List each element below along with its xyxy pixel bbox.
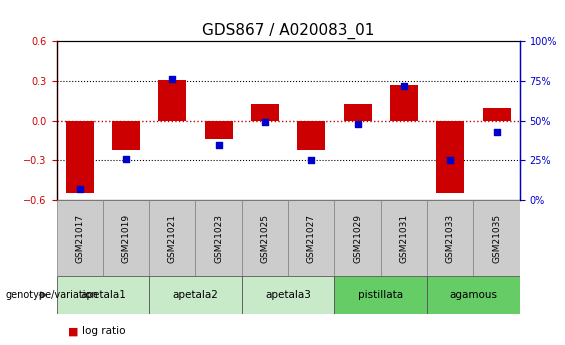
Bar [427, 200, 473, 276]
Text: log ratio: log ratio [82, 326, 125, 336]
Title: GDS867 / A020083_01: GDS867 / A020083_01 [202, 22, 375, 39]
Bar [149, 276, 242, 314]
Point [492, 129, 501, 135]
Point [168, 77, 177, 82]
Bar [56, 276, 149, 314]
Text: GSM21025: GSM21025 [260, 214, 270, 263]
Text: GSM21027: GSM21027 [307, 214, 316, 263]
Text: GSM21029: GSM21029 [353, 214, 362, 263]
Text: pistillata: pistillata [358, 290, 403, 300]
Text: GSM21035: GSM21035 [492, 214, 501, 263]
Bar [334, 200, 381, 276]
Bar [344, 104, 372, 121]
Bar [149, 200, 195, 276]
Bar [297, 121, 325, 150]
Bar [103, 200, 149, 276]
Point [260, 120, 270, 125]
Point [446, 158, 455, 163]
Point [75, 186, 84, 192]
Text: apetala3: apetala3 [265, 290, 311, 300]
Bar [158, 80, 186, 121]
Text: GSM21023: GSM21023 [214, 214, 223, 263]
Text: ■: ■ [68, 326, 79, 336]
Text: genotype/variation: genotype/variation [6, 290, 98, 300]
Bar [436, 121, 464, 194]
Point [214, 142, 223, 147]
Bar [483, 108, 511, 121]
Bar [205, 121, 233, 139]
Bar [390, 85, 418, 121]
Bar [334, 276, 427, 314]
Bar [56, 200, 103, 276]
Bar [381, 200, 427, 276]
Point [399, 83, 408, 89]
Text: GSM21033: GSM21033 [446, 214, 455, 263]
Bar [288, 200, 334, 276]
Text: GSM21019: GSM21019 [121, 214, 131, 263]
Text: GSM21021: GSM21021 [168, 214, 177, 263]
Bar [66, 121, 94, 194]
Bar [473, 200, 520, 276]
Bar [195, 200, 242, 276]
Point [121, 156, 131, 161]
Text: GSM21031: GSM21031 [399, 214, 408, 263]
Text: agamous: agamous [450, 290, 497, 300]
Bar [242, 276, 334, 314]
Text: apetala1: apetala1 [80, 290, 126, 300]
Text: GSM21017: GSM21017 [75, 214, 84, 263]
Point [353, 121, 362, 127]
Text: apetala2: apetala2 [172, 290, 219, 300]
Bar [251, 104, 279, 121]
Point [307, 158, 316, 163]
Bar [242, 200, 288, 276]
Bar [427, 276, 520, 314]
Bar [112, 121, 140, 150]
